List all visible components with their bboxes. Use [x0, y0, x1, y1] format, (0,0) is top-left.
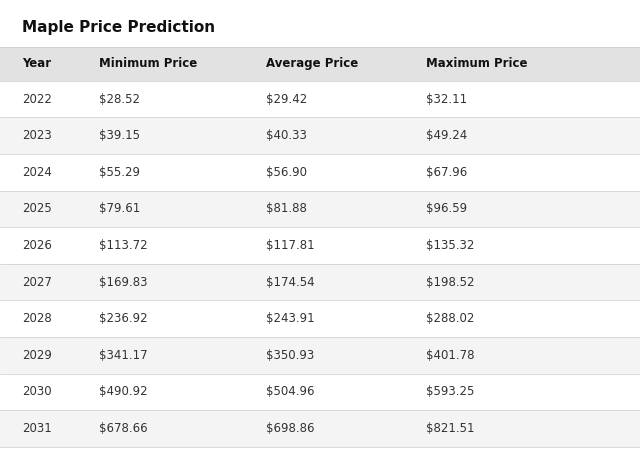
- Text: $117.81: $117.81: [266, 239, 314, 252]
- Text: $56.90: $56.90: [266, 166, 307, 179]
- Text: 2022: 2022: [22, 92, 52, 106]
- Text: 2031: 2031: [22, 422, 52, 435]
- Bar: [0, 300, 640, 337]
- Text: 2026: 2026: [22, 239, 52, 252]
- Text: $40.33: $40.33: [266, 129, 307, 142]
- Text: $288.02: $288.02: [426, 312, 474, 325]
- Text: $174.54: $174.54: [266, 276, 314, 289]
- Text: $67.96: $67.96: [426, 166, 467, 179]
- Text: 2027: 2027: [22, 276, 52, 289]
- Bar: [0, 264, 640, 300]
- Text: Year: Year: [22, 57, 52, 70]
- Text: Average Price: Average Price: [266, 57, 358, 70]
- Text: $113.72: $113.72: [99, 239, 148, 252]
- Text: $678.66: $678.66: [99, 422, 148, 435]
- Text: 2029: 2029: [22, 349, 52, 362]
- Bar: [0, 227, 640, 264]
- Bar: [0, 47, 640, 81]
- Text: 2025: 2025: [22, 202, 52, 216]
- Text: $96.59: $96.59: [426, 202, 467, 216]
- Text: $28.52: $28.52: [99, 92, 140, 106]
- Text: $504.96: $504.96: [266, 385, 314, 398]
- Text: $49.24: $49.24: [426, 129, 467, 142]
- Text: $39.15: $39.15: [99, 129, 140, 142]
- Bar: [0, 81, 640, 118]
- Text: $490.92: $490.92: [99, 385, 148, 398]
- Text: Maximum Price: Maximum Price: [426, 57, 527, 70]
- Text: 2024: 2024: [22, 166, 52, 179]
- Text: $236.92: $236.92: [99, 312, 148, 325]
- Text: $243.91: $243.91: [266, 312, 314, 325]
- Bar: [0, 118, 640, 154]
- Bar: [0, 374, 640, 410]
- Text: 2023: 2023: [22, 129, 52, 142]
- Text: $81.88: $81.88: [266, 202, 307, 216]
- Text: $350.93: $350.93: [266, 349, 314, 362]
- Text: $593.25: $593.25: [426, 385, 474, 398]
- Text: 2030: 2030: [22, 385, 52, 398]
- Text: $198.52: $198.52: [426, 276, 474, 289]
- Text: $698.86: $698.86: [266, 422, 314, 435]
- Text: $55.29: $55.29: [99, 166, 140, 179]
- Bar: [0, 410, 640, 447]
- Text: $32.11: $32.11: [426, 92, 467, 106]
- Text: $821.51: $821.51: [426, 422, 474, 435]
- Text: $169.83: $169.83: [99, 276, 148, 289]
- Text: $135.32: $135.32: [426, 239, 474, 252]
- Bar: [0, 337, 640, 374]
- Text: $79.61: $79.61: [99, 202, 140, 216]
- Text: $401.78: $401.78: [426, 349, 474, 362]
- Text: $341.17: $341.17: [99, 349, 148, 362]
- Text: Minimum Price: Minimum Price: [99, 57, 198, 70]
- Bar: [0, 190, 640, 227]
- Text: $29.42: $29.42: [266, 92, 307, 106]
- Text: Maple Price Prediction: Maple Price Prediction: [22, 20, 216, 35]
- Text: 2028: 2028: [22, 312, 52, 325]
- Bar: [0, 154, 640, 191]
